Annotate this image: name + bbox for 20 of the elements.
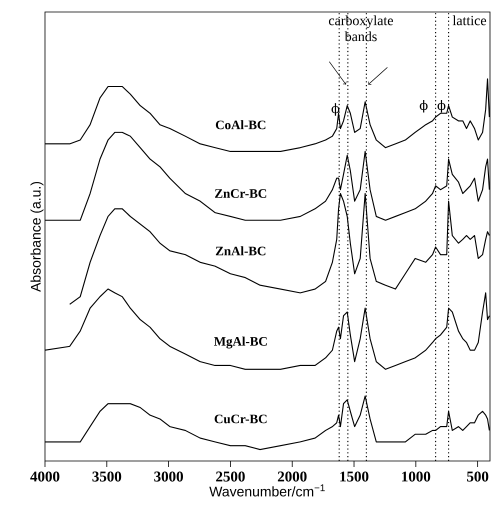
text: carboxylate bands — [328, 15, 393, 42]
y-axis-title: Absorbance (a.u.) — [30, 182, 44, 292]
series-label: ZnCr-BC — [215, 189, 266, 198]
series-label: MgAl-BC — [214, 336, 267, 348]
x-tick-label: 1500 — [340, 471, 368, 482]
annotation: ϕ — [332, 103, 340, 116]
x-tick-label: 1000 — [402, 471, 430, 482]
series-label: CuCr-BC — [214, 414, 267, 424]
text: lattice — [452, 15, 486, 26]
x-tick-label: 2500 — [216, 471, 245, 482]
series-label: CoAl-BC — [216, 120, 266, 130]
x-tick-label: 2000 — [278, 471, 307, 482]
x-tick-label: 500 — [467, 471, 488, 482]
annotation: ϕ — [438, 100, 446, 113]
annotation: ϕ — [420, 100, 428, 113]
x-tick-label: 3000 — [154, 471, 183, 482]
x-axis-title: Wavenumber/cm$^{−1}$ — [209, 484, 325, 496]
series-label: ZnAl-BC — [216, 246, 266, 256]
x-tick-label: 3500 — [92, 471, 122, 482]
x-tick-label: 4000 — [30, 471, 60, 482]
